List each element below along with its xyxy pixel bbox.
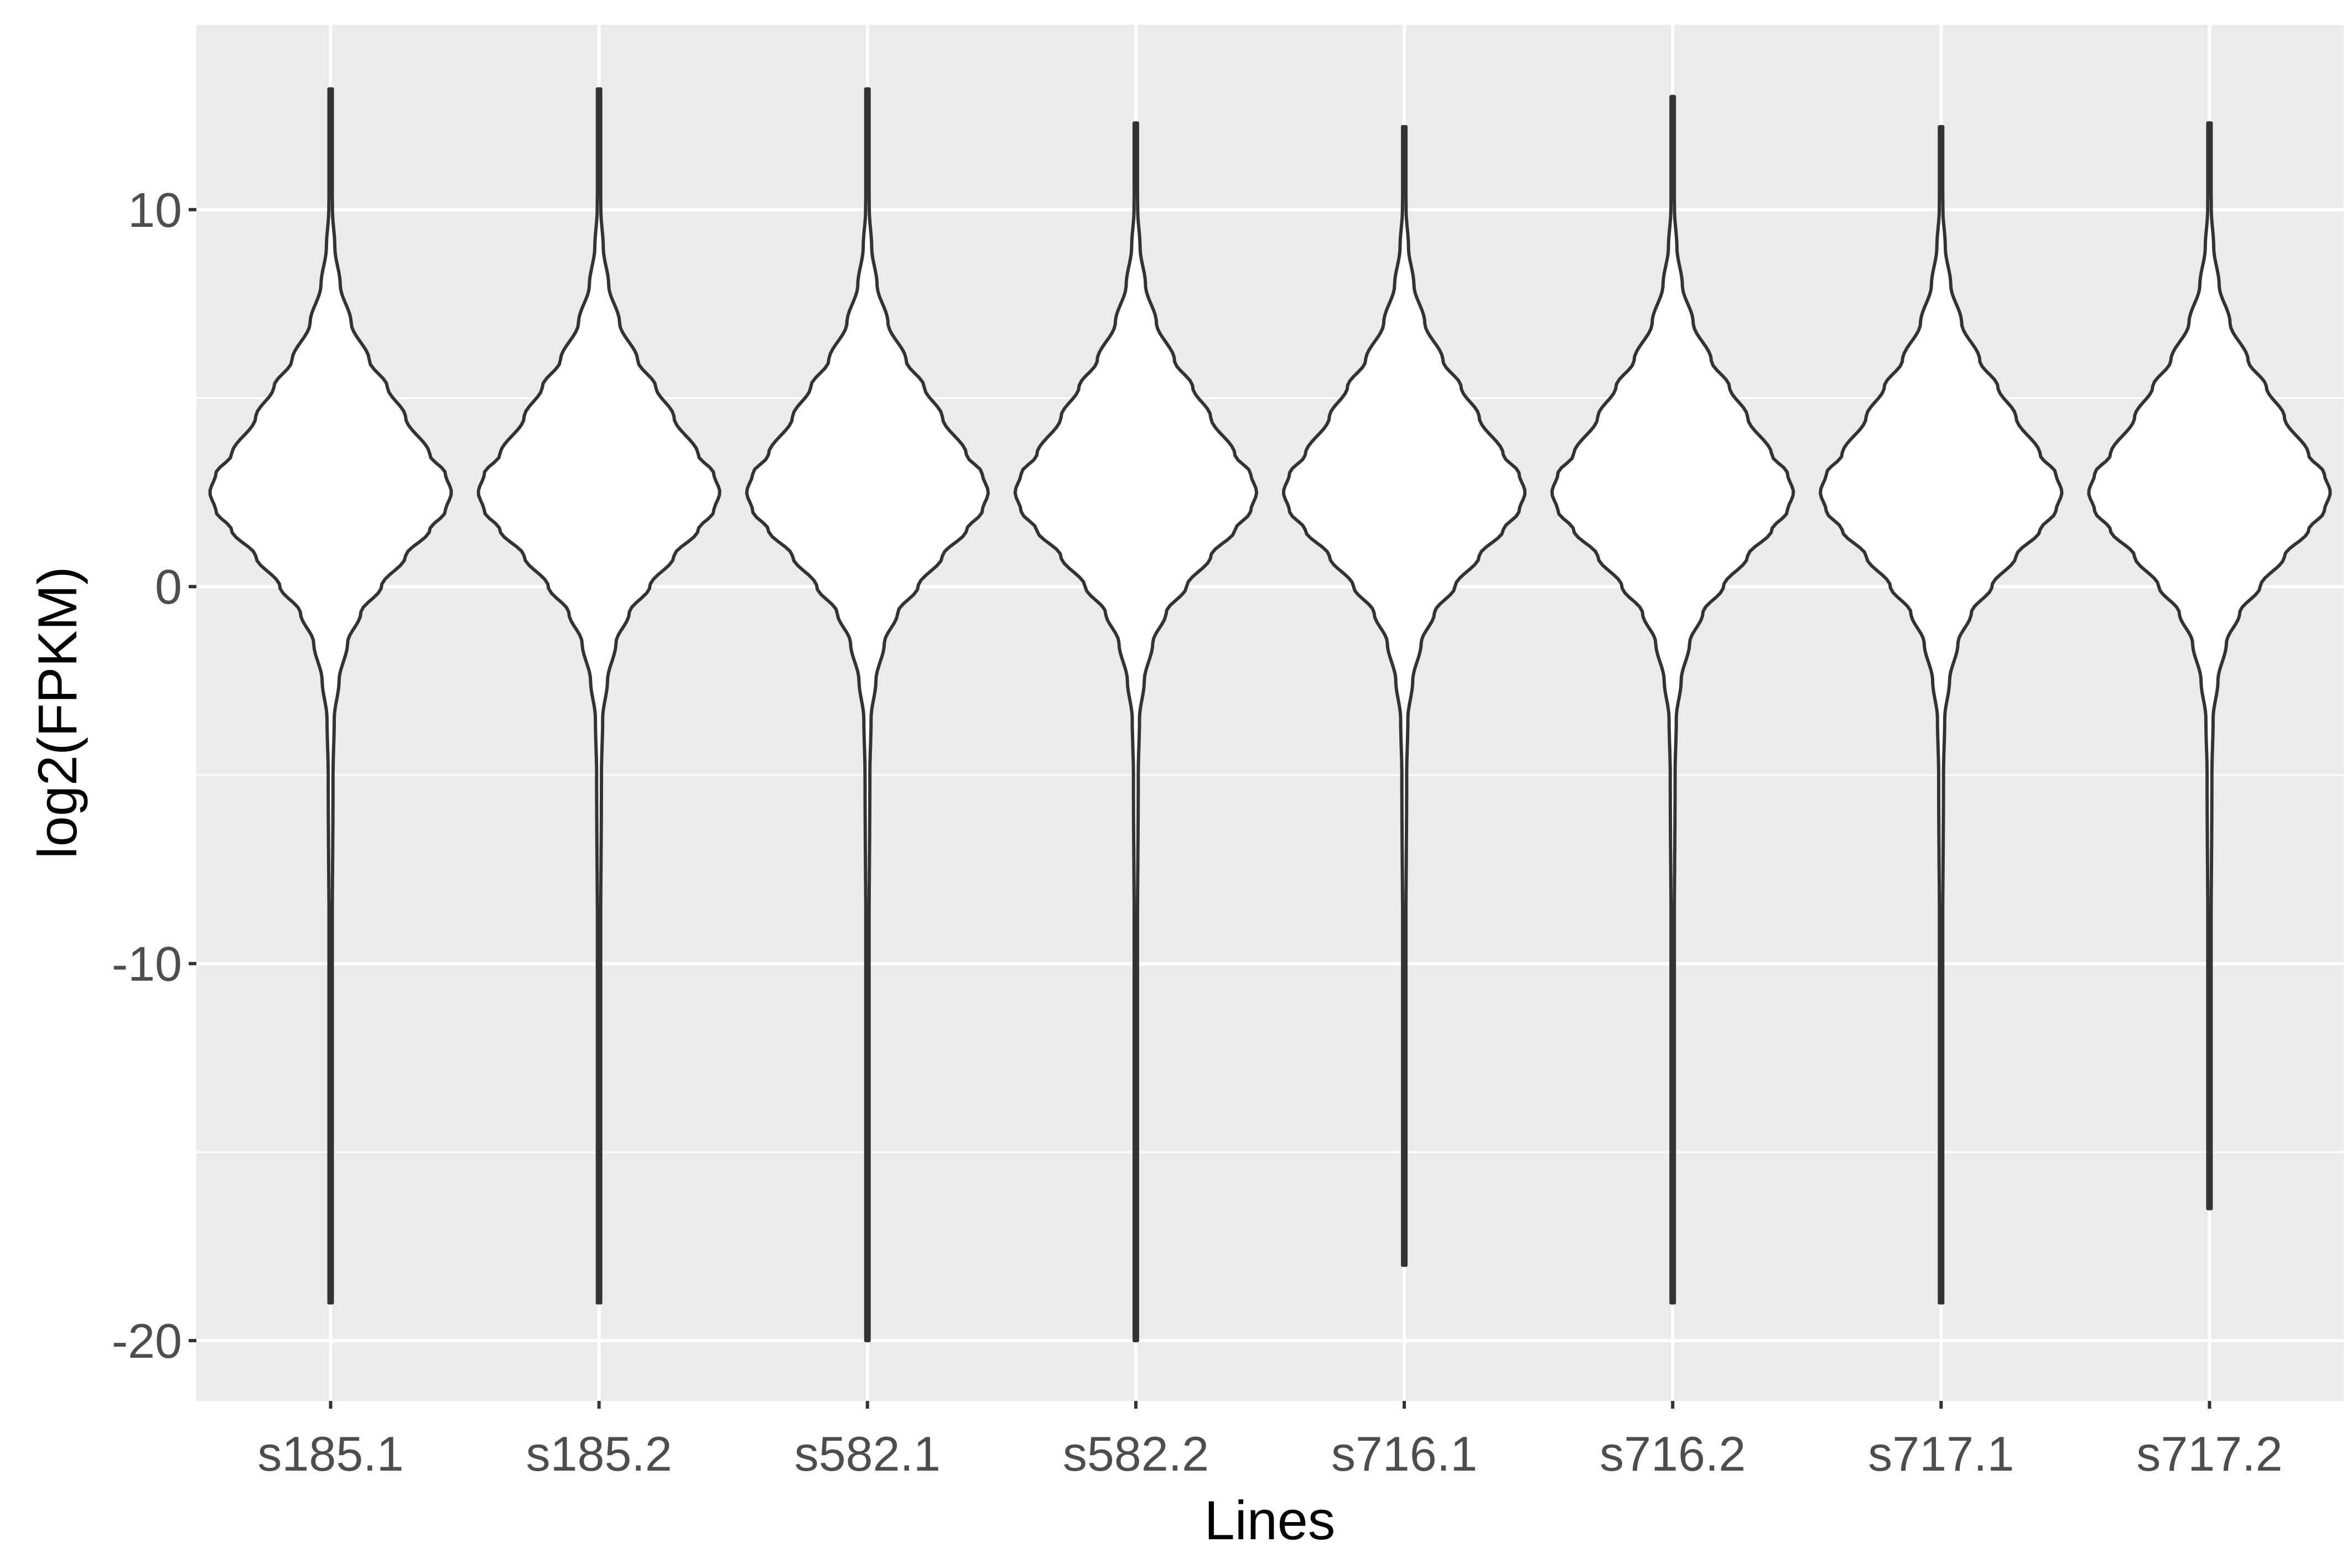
violin-s717.1	[1819, 125, 2064, 1305]
y-tick-label: 0	[155, 559, 182, 614]
plot-panel	[196, 25, 2344, 1401]
violin-s582.1	[745, 87, 990, 1342]
y-tick-label: 10	[128, 183, 182, 237]
x-axis: s185.1 s185.2 s582.1 s582.2 s716.1 s716.2 s717…	[257, 1401, 2283, 1481]
x-tick-label: s717.2	[2136, 1426, 2282, 1481]
y-tick-label: -10	[112, 937, 182, 991]
x-axis-title: Lines	[1204, 1489, 1336, 1551]
violin-s716.1	[1282, 125, 1527, 1267]
x-tick-label: s716.2	[1600, 1426, 1746, 1481]
violin-s582.2	[1013, 121, 1259, 1342]
y-tick-label: -20	[112, 1313, 182, 1368]
x-tick-label: s716.1	[1331, 1426, 1477, 1481]
x-tick-label: s185.1	[257, 1426, 403, 1481]
x-tick-label: s185.2	[526, 1426, 672, 1481]
violin-s717.2	[2087, 121, 2332, 1211]
violin-s185.1	[208, 87, 453, 1305]
x-tick-label: s717.1	[1868, 1426, 2014, 1481]
violins	[208, 87, 2332, 1342]
x-tick-label: s582.2	[1063, 1426, 1209, 1481]
y-axis-title: log2(FPKM)	[27, 567, 88, 859]
y-axis: -20 -10 0 10	[112, 183, 196, 1368]
violin-s716.2	[1550, 95, 1795, 1305]
x-tick-label: s582.1	[795, 1426, 941, 1481]
violin-s185.2	[476, 87, 721, 1305]
